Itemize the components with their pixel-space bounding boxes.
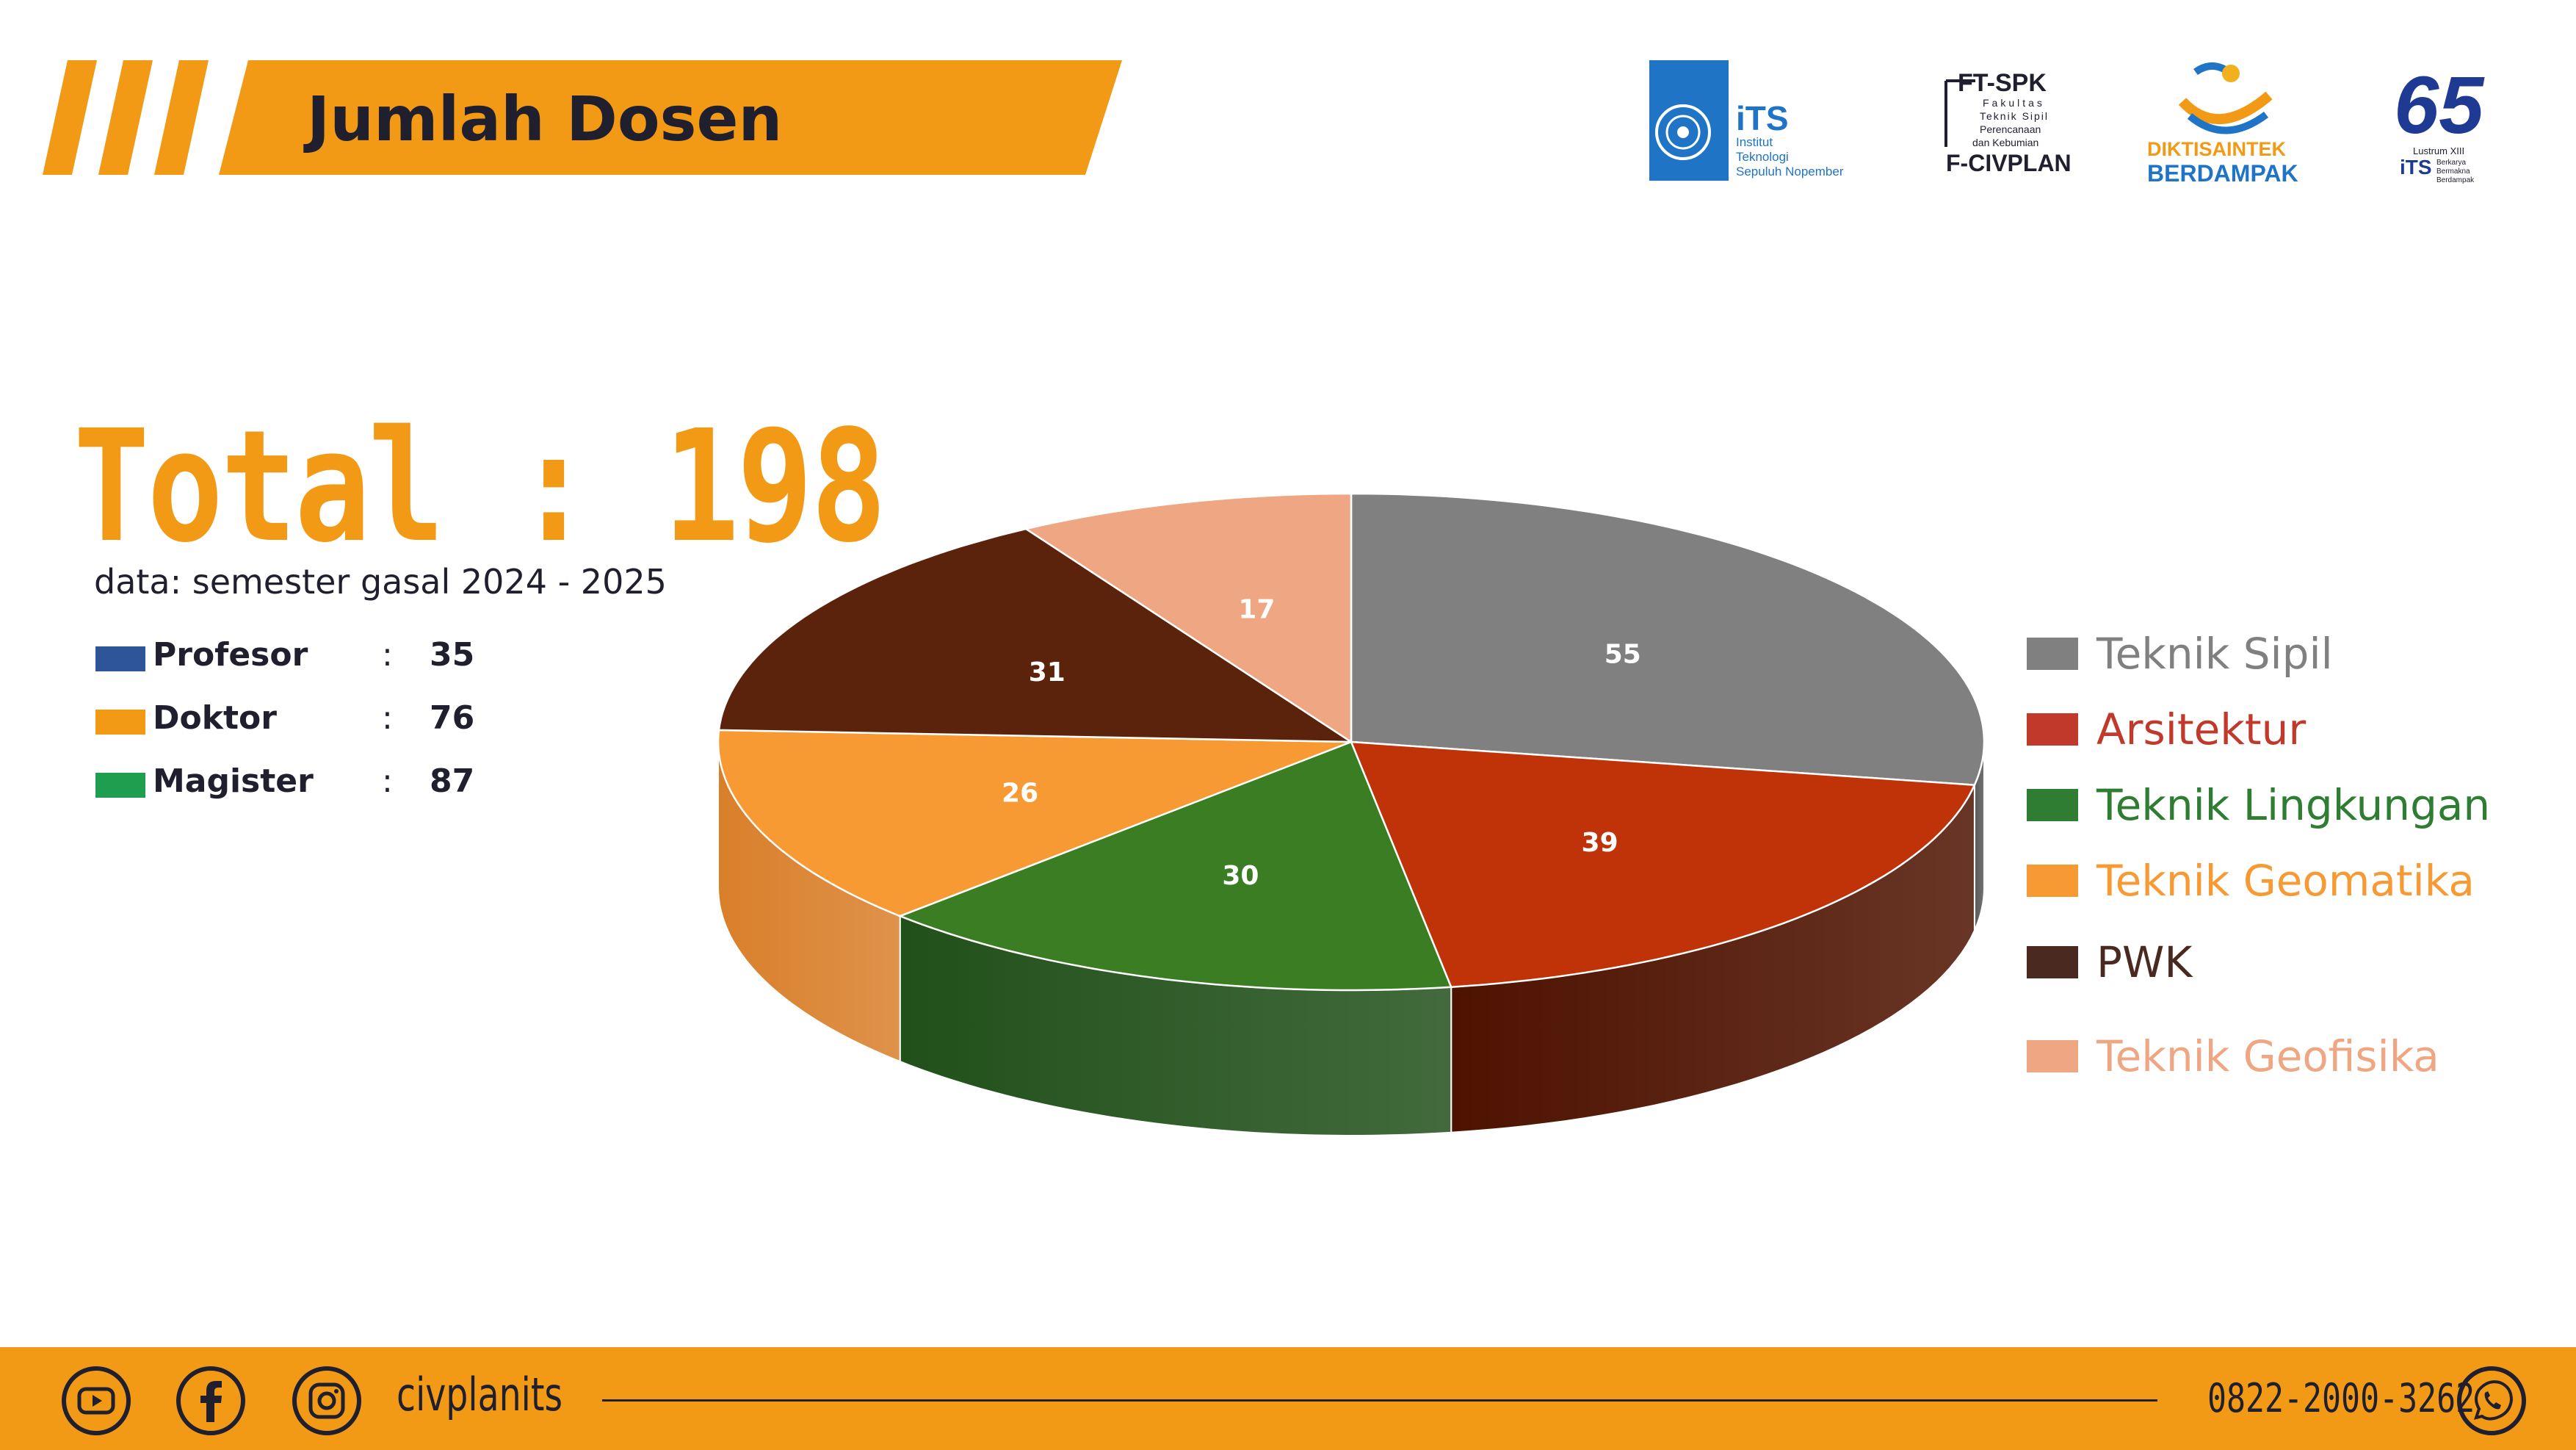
legend-label: Teknik Sipil [2096,629,2333,679]
degree-colon: : [382,762,393,800]
ftspk-line1: Fakultas [1983,97,2045,109]
legend-item-teknik-geomatika: Teknik Geomatika [2027,851,2555,910]
its-emblem [1649,60,1729,181]
pie-slice [1024,492,1353,744]
page-title: Jumlah Dosen [307,83,783,155]
lustrum-name: iTS [2400,156,2432,178]
degree-name: Magister [153,762,314,800]
legend-label: Teknik Geomatika [2096,856,2475,906]
ftspk-line4: dan Kebumian [1972,137,2039,148]
ftspk-sub: F-CIVPLAN [1946,150,2072,176]
legend-swatch [2027,865,2078,897]
pie-data-label: 26 [1002,779,1038,809]
whatsapp-icon[interactable] [2456,1365,2528,1437]
lustrum-line2: Berkarya [2436,159,2467,167]
its-name: iTS [1736,99,1789,137]
footer-bar [0,1347,2576,1450]
social-handle[interactable]: civplanits [397,1368,563,1421]
degree-row: Doktor : 76 [95,696,507,760]
phone-number[interactable]: 0822-2000-3262 [2207,1375,2475,1421]
lustrum-logo: 65 Lustrum XIII iTS Berkarya Bermakna Be… [2379,59,2497,191]
degree-swatch [95,646,145,671]
pie-slice [897,740,1453,992]
legend-swatch [2027,946,2078,978]
pie-data-label: 17 [1238,595,1275,625]
degree-list: Profesor : 35 Doktor : 76 Magister : 87 [95,633,507,823]
footer-divider [602,1399,2157,1402]
legend-label: PWK [2096,937,2193,987]
degree-colon: : [382,636,393,674]
degree-value: 35 [430,636,475,674]
pie-data-label: 55 [1604,639,1641,669]
data-period: data: semester gasal 2024 - 2025 [94,562,667,602]
ftspk-logo: FT-SPK Fakultas Teknik Sipil Perencanaan… [1931,59,2085,191]
lustrum-line3: Bermakna [2436,167,2470,176]
diktisaintek-line2: BERDAMPAK [2147,160,2298,187]
legend-item-arsitektur: Arsitektur [2027,700,2555,759]
pie-slice [1350,740,1976,989]
degree-value: 87 [430,762,475,800]
youtube-icon[interactable] [60,1365,132,1437]
pie-data-label: 30 [1222,861,1259,891]
pie-slice [717,527,1355,743]
lustrum-line1: Lustrum XIII [2413,145,2465,156]
legend-item-teknik-lingkungan: Teknik Lingkungan [2027,776,2555,834]
ftspk-emblem [1944,79,1975,147]
its-line1: Institut [1736,135,1773,149]
legend-swatch [2027,638,2078,670]
lustrum-line4: Berdampak [2436,176,2475,184]
legend-swatch [2027,1040,2078,1072]
pie-data-label: 39 [1582,828,1618,858]
diktisaintek-logo: DIKTISAINTEK BERDAMPAK [2144,59,2313,191]
degree-value: 76 [430,699,475,737]
degree-colon: : [382,699,393,737]
instagram-icon[interactable] [291,1365,363,1437]
pie-slice [717,729,1352,917]
its-logo: iTS Institut Teknologi Sepuluh Nopember [1645,59,1865,191]
diktisaintek-line1: DIKTISAINTEK [2147,138,2286,160]
its-line3: Sepuluh Nopember [1736,165,1844,178]
legend-label: Teknik Lingkungan [2096,780,2491,830]
header-slashes [43,60,209,175]
facebook-icon[interactable] [175,1365,247,1437]
ftspk-line2: Teknik Sipil [1980,110,2049,122]
legend-item-pwk: PWK [2027,933,2555,992]
legend-swatch [2027,713,2078,746]
ftspk-line3: Perencanaan [1980,123,2041,135]
legend-label: Teknik Geofisika [2096,1031,2439,1081]
ftspk-name: FT-SPK [1958,69,2047,97]
degree-row: Magister : 87 [95,760,507,823]
lustrum-number: 65 [2394,60,2484,151]
diktisaintek-emblem [2178,62,2273,134]
degree-name: Doktor [153,699,277,737]
degree-row: Profesor : 35 [95,633,507,696]
pie-chart: 55 39 30 26 31 17 [717,492,1986,1136]
logo-group: iTS Institut Teknologi Sepuluh Nopember … [1645,59,2497,191]
pie-data-label: 31 [1029,657,1066,688]
legend-item-teknik-sipil: Teknik Sipil [2027,624,2555,683]
legend-label: Arsitektur [2096,704,2307,754]
pie-slice [1350,492,1986,787]
degree-name: Profesor [153,636,308,674]
title-banner [219,60,1122,175]
degree-swatch [95,773,145,798]
total-count: Total : 198 [73,397,887,577]
legend-swatch [2027,789,2078,821]
degree-swatch [95,710,145,735]
legend-item-teknik-geofisika: Teknik Geofisika [2027,1027,2555,1086]
its-line2: Teknologi [1736,150,1789,164]
